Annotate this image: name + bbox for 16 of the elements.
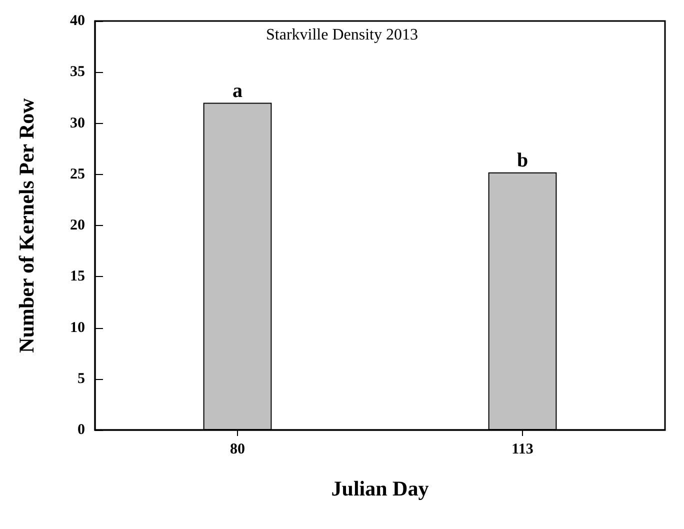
y-tick-label: 30	[70, 115, 85, 132]
y-axis-title: Number of Kernels Per Row	[14, 97, 38, 353]
y-tick-label: 0	[78, 422, 85, 438]
y-tick-label: 40	[70, 13, 85, 29]
x-axis-title: Julian Day	[331, 476, 430, 500]
x-tick-label: 80	[230, 442, 245, 458]
y-tick-label: 10	[70, 320, 85, 336]
x-tick-label: 113	[512, 442, 534, 458]
y-tick-label: 35	[70, 64, 85, 80]
y-tick-label: 15	[70, 268, 85, 285]
y-tick-label: 20	[70, 218, 85, 234]
y-tick-label: 5	[78, 370, 85, 387]
y-tick-label: 25	[70, 166, 85, 182]
annotation: b	[516, 149, 528, 172]
annotation: a	[232, 80, 242, 102]
chart-title: Starkville Density 2013	[266, 26, 418, 44]
